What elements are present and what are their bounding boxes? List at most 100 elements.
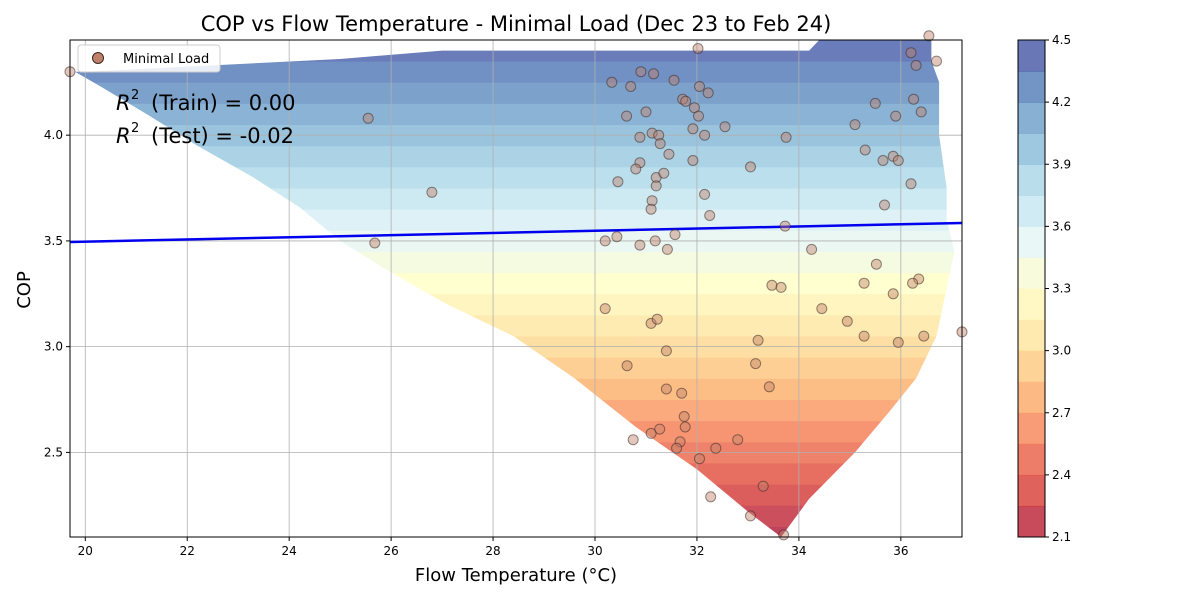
data-point xyxy=(611,231,623,243)
data-point xyxy=(625,81,637,92)
colorbar-segment xyxy=(1018,288,1045,321)
data-point xyxy=(705,491,717,503)
data-point xyxy=(612,176,624,188)
data-point xyxy=(660,383,672,395)
data-point xyxy=(892,155,904,166)
r2-train-text: (Train) = 0.00 xyxy=(151,91,295,115)
data-point xyxy=(650,180,662,192)
x-axis-ticks: 20 22 24 26 28 30 32 34 36 xyxy=(78,537,908,558)
data-point xyxy=(654,423,666,435)
data-point xyxy=(699,188,711,200)
data-point xyxy=(907,277,919,289)
colorbar-tick-label: 3.9 xyxy=(1052,157,1071,171)
data-point xyxy=(671,442,683,454)
data-point xyxy=(719,121,731,133)
contour-band xyxy=(75,61,955,83)
colorbar-segment xyxy=(1018,133,1045,165)
data-point xyxy=(630,163,642,175)
data-point xyxy=(779,220,791,232)
data-point xyxy=(648,68,660,80)
data-point xyxy=(752,334,764,346)
data-point xyxy=(658,167,670,179)
x-tick-label: 24 xyxy=(282,544,297,558)
data-point xyxy=(694,81,705,92)
legend-marker xyxy=(92,52,104,64)
data-point xyxy=(645,427,657,439)
contour-band xyxy=(75,399,955,422)
data-point xyxy=(621,360,633,372)
data-point xyxy=(645,317,657,329)
colorbar-tick-label: 2.7 xyxy=(1052,406,1071,420)
data-point xyxy=(806,243,818,255)
colorbar-segment xyxy=(1018,40,1045,72)
data-point xyxy=(905,47,917,59)
data-point xyxy=(763,381,775,393)
contour-band xyxy=(75,420,955,443)
data-point xyxy=(745,161,756,173)
contour-band xyxy=(75,463,955,485)
data-point xyxy=(877,155,889,166)
data-point xyxy=(710,442,722,454)
data-point xyxy=(599,235,611,247)
data-point xyxy=(599,303,611,315)
data-point xyxy=(849,119,861,131)
data-point xyxy=(923,30,935,42)
data-point xyxy=(646,195,658,207)
data-point xyxy=(816,303,828,315)
contour-band xyxy=(75,103,955,125)
data-point xyxy=(859,144,871,156)
data-point xyxy=(661,243,673,255)
data-point xyxy=(668,74,680,86)
data-point xyxy=(640,106,652,118)
data-point xyxy=(635,66,647,78)
svg-text:2: 2 xyxy=(131,88,139,103)
plot-frame xyxy=(69,39,963,538)
svg-text:R: R xyxy=(116,124,131,148)
data-point xyxy=(704,210,716,221)
contour-band xyxy=(75,272,955,295)
colorbar-tick-label: 4.5 xyxy=(1052,33,1071,47)
data-point xyxy=(905,178,917,190)
contour-band xyxy=(75,145,955,168)
colorbar xyxy=(1018,40,1045,538)
data-point xyxy=(621,110,633,122)
r2-test-text: (Test) = -0.02 xyxy=(151,124,294,148)
contour-band xyxy=(75,526,955,537)
chart-title: COP vs Flow Temperature - Minimal Load (… xyxy=(201,12,832,36)
data-point xyxy=(676,387,688,399)
colorbar-segment xyxy=(1018,350,1045,383)
data-point xyxy=(858,330,870,342)
x-tick-label: 28 xyxy=(485,544,500,558)
regression-line xyxy=(69,221,963,244)
contour-band xyxy=(75,293,955,316)
data-point xyxy=(651,313,663,325)
data-point xyxy=(869,97,881,109)
data-point xyxy=(699,129,711,141)
contour-band xyxy=(75,209,955,231)
data-point xyxy=(645,203,657,215)
y-tick-label: 2.5 xyxy=(44,445,63,459)
data-point xyxy=(654,138,666,150)
data-point xyxy=(680,95,692,107)
data-point xyxy=(678,411,690,422)
data-point xyxy=(692,43,704,54)
y-tick-label: 4.0 xyxy=(44,128,63,142)
contour-band xyxy=(75,188,955,210)
r2-test-annotation: R 2 (Test) = -0.02 xyxy=(116,121,294,148)
data-point xyxy=(778,529,790,541)
legend-box xyxy=(77,44,221,73)
data-point xyxy=(606,76,618,88)
data-point xyxy=(687,155,699,166)
contour-band xyxy=(75,251,955,274)
colorbar-tick-label: 2.1 xyxy=(1052,530,1071,544)
data-point xyxy=(913,273,925,285)
y-tick-label: 3.5 xyxy=(44,234,63,248)
colorbar-tick-label: 3.6 xyxy=(1052,219,1071,233)
data-point xyxy=(369,237,381,249)
regression-line-path xyxy=(69,221,963,244)
colorbar-segment xyxy=(1018,257,1045,289)
data-point xyxy=(870,258,882,270)
x-tick-label: 26 xyxy=(383,544,398,558)
data-point xyxy=(634,157,646,169)
